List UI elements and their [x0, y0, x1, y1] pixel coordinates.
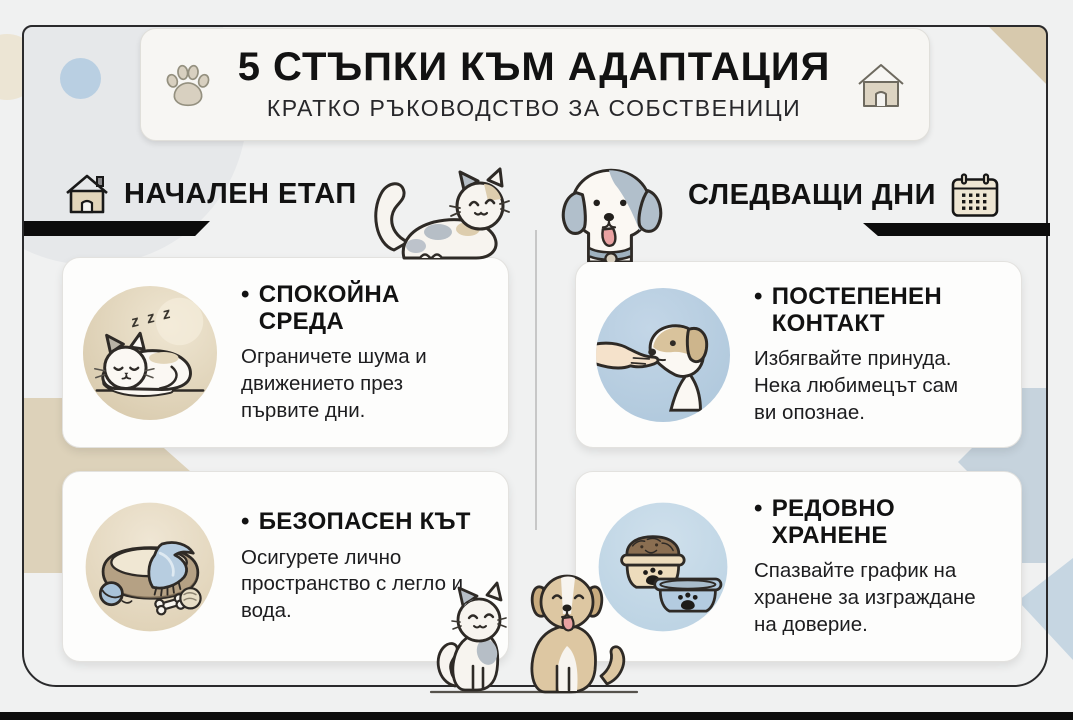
- lying-cat-illustration: [374, 167, 510, 260]
- card-gradual-contact: • ПОСТЕПЕНЕН КОНТАКТ Избягвайте принуда.…: [575, 261, 1022, 448]
- section-header-initial-stage: НАЧАЛЕН ЕТАП: [64, 172, 357, 216]
- card-text: • ПОСТЕПЕНЕН КОНТАКТ Избягвайте принуда.…: [754, 283, 986, 427]
- card-text: • СПОКОЙНА СРЕДА Ограничете шума и движе…: [241, 281, 473, 425]
- section-underline-bar: [863, 223, 1050, 236]
- blue-dot-decor: [60, 58, 101, 99]
- column-divider: [535, 230, 537, 530]
- card-title: • БЕЗОПАСЕН КЪТ: [241, 508, 471, 536]
- card-title: • РЕДОВНО ХРАНЕНЕ: [754, 494, 895, 550]
- card-regular-feeding: • РЕДОВНО ХРАНЕНЕ Спазвайте график на хр…: [575, 471, 1022, 662]
- card-calm-environment: z z z • СПОКОЙНА СРЕДА Ограничете шума и…: [62, 257, 509, 448]
- paw-icon: [166, 64, 210, 106]
- page-title: 5 СТЪПКИ КЪМ АДАПТАЦИЯ: [237, 44, 831, 89]
- pet-bed-illustration: [85, 502, 215, 631]
- bottom-black-strip: [0, 712, 1073, 720]
- card-body: Ограничете шума и движението през първит…: [241, 345, 427, 422]
- section-label: СЛЕДВАЩИ ДНИ: [688, 179, 936, 211]
- card-safe-corner: • БЕЗОПАСЕН КЪТ Осигурете лично простран…: [62, 471, 509, 662]
- bullet: •: [241, 280, 250, 308]
- house-icon: [858, 63, 904, 107]
- cat-and-dog-illustration: [429, 574, 639, 694]
- bullet: •: [754, 494, 763, 522]
- beige-corner-triangle-decor: [983, 25, 1048, 90]
- dog-head-illustration: [561, 168, 663, 262]
- bullet: •: [754, 282, 763, 310]
- section-header-next-days: СЛЕДВАЩИ ДНИ: [688, 172, 1000, 219]
- house-icon: [66, 174, 108, 214]
- sleeping-cat-illustration: z z z: [82, 285, 218, 420]
- section-underline-bar: [24, 221, 210, 236]
- card-body: Избягвайте принуда. Нека любимецът сам в…: [754, 347, 959, 424]
- card-title: • ПОСТЕПЕНЕН КОНТАКТ: [754, 282, 942, 338]
- calendar-icon: [951, 173, 999, 217]
- card-text: • БЕЗОПАСЕН КЪТ Осигурете лично простран…: [241, 508, 473, 624]
- card-text: • РЕДОВНО ХРАНЕНЕ Спазвайте график на хр…: [754, 495, 986, 639]
- card-title: • СПОКОЙНА СРЕДА: [241, 280, 400, 336]
- section-label: НАЧАЛЕН ЕТАП: [124, 177, 357, 210]
- card-body: Спазвайте график на хранене за изграждан…: [754, 559, 976, 636]
- page-subtitle: КРАТКО РЪКОВОДСТВО ЗА СОБСТВЕНИЦИ: [266, 95, 802, 122]
- card-body: Осигурете лично пространство с легло и в…: [241, 545, 464, 622]
- food-bowls-illustration: [598, 502, 728, 631]
- title-banner: 5 СТЪПКИ КЪМ АДАПТАЦИЯ КРАТКО РЪКОВОДСТВ…: [140, 28, 930, 141]
- title-block: 5 СТЪПКИ КЪМ АДАПТАЦИЯ КРАТКО РЪКОВОДСТВ…: [229, 44, 839, 123]
- bullet: •: [241, 508, 250, 536]
- hand-and-dog-illustration: [595, 287, 731, 422]
